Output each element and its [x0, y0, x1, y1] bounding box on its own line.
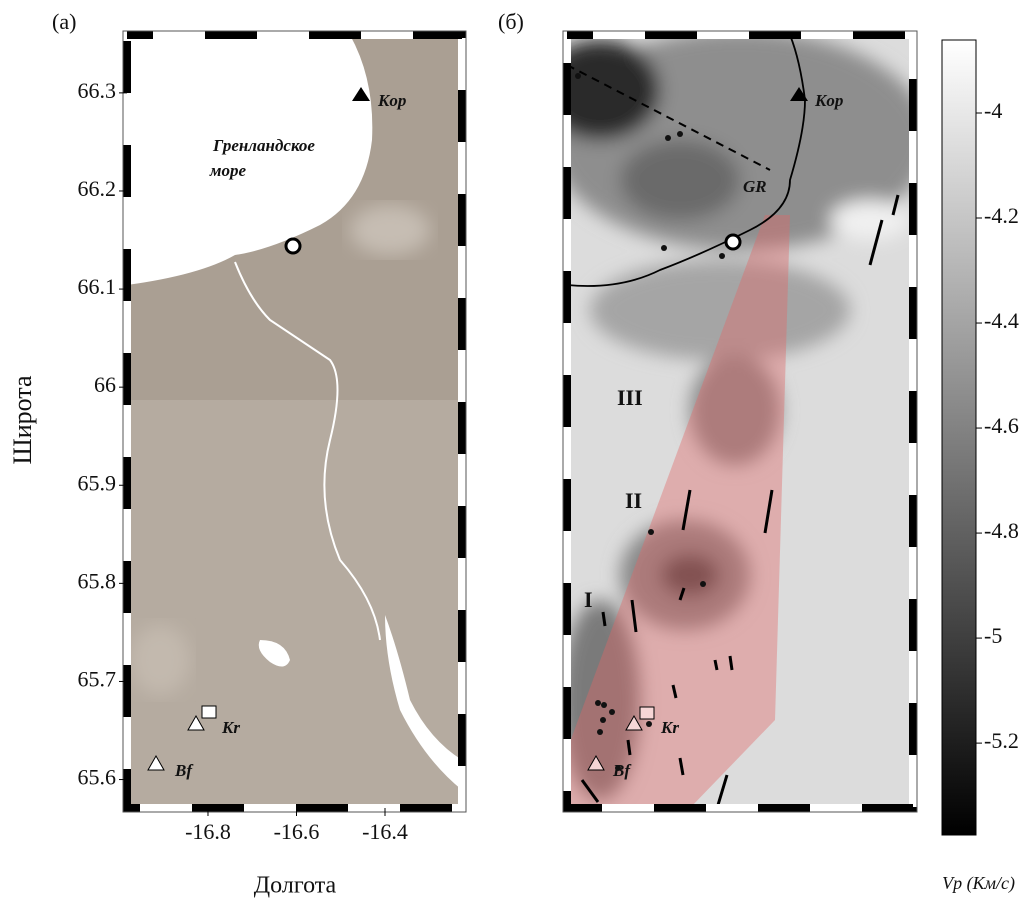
- figure: (а) (б) Гренландское море Kop Kr Bf: [0, 0, 1027, 906]
- velocity-map: [540, 30, 930, 808]
- station: [640, 707, 654, 719]
- annotation: Гренландское: [212, 136, 315, 155]
- colorbar-tick-label: -5.2: [984, 728, 1019, 753]
- colorbar-tick-label: -5: [984, 623, 1002, 648]
- annotation: Bf: [174, 761, 194, 780]
- panel-label: (а): [52, 9, 76, 34]
- colorbar-tick-label: -4.8: [984, 518, 1019, 543]
- marker: [286, 239, 300, 253]
- annotation: море: [209, 161, 247, 180]
- y-tick-label: 66.3: [78, 78, 117, 103]
- panel-label: (б): [498, 9, 524, 34]
- y-tick-label: 65.6: [78, 765, 117, 790]
- marker: [726, 235, 740, 249]
- annotation: GR: [743, 177, 767, 196]
- station: [202, 706, 216, 718]
- annotation: III: [617, 385, 643, 410]
- colorbar-tick-label: -4.2: [984, 203, 1019, 228]
- y-tick-label: 66.2: [78, 176, 117, 201]
- colorbar-tick-label: -4: [984, 98, 1002, 123]
- x-tick-label: -16.6: [274, 819, 320, 844]
- annotation: Kop: [377, 91, 406, 110]
- annotation: Kr: [221, 718, 240, 737]
- annotation: Kr: [660, 718, 679, 737]
- x-axis-label: Долгота: [254, 873, 337, 899]
- colorbar-tick-label: -4.4: [984, 308, 1019, 333]
- y-axis-label: Широта: [8, 375, 37, 464]
- colorbar-tick-label: -4.6: [984, 413, 1019, 438]
- y-tick-label: 66: [94, 372, 116, 397]
- annotation: I: [584, 587, 593, 612]
- annotation: Bf: [612, 761, 632, 780]
- y-tick-label: 65.9: [78, 470, 117, 495]
- colorbar: [942, 40, 976, 835]
- x-tick-label: -16.8: [185, 819, 231, 844]
- y-tick-label: 65.8: [78, 568, 117, 593]
- y-tick-label: 65.7: [78, 667, 117, 692]
- annotation: Kop: [814, 91, 843, 110]
- annotation: II: [625, 488, 642, 513]
- x-tick-label: -16.4: [362, 819, 408, 844]
- y-tick-label: 66.1: [78, 274, 117, 299]
- colorbar-label: Vp (Км/с): [942, 873, 1015, 894]
